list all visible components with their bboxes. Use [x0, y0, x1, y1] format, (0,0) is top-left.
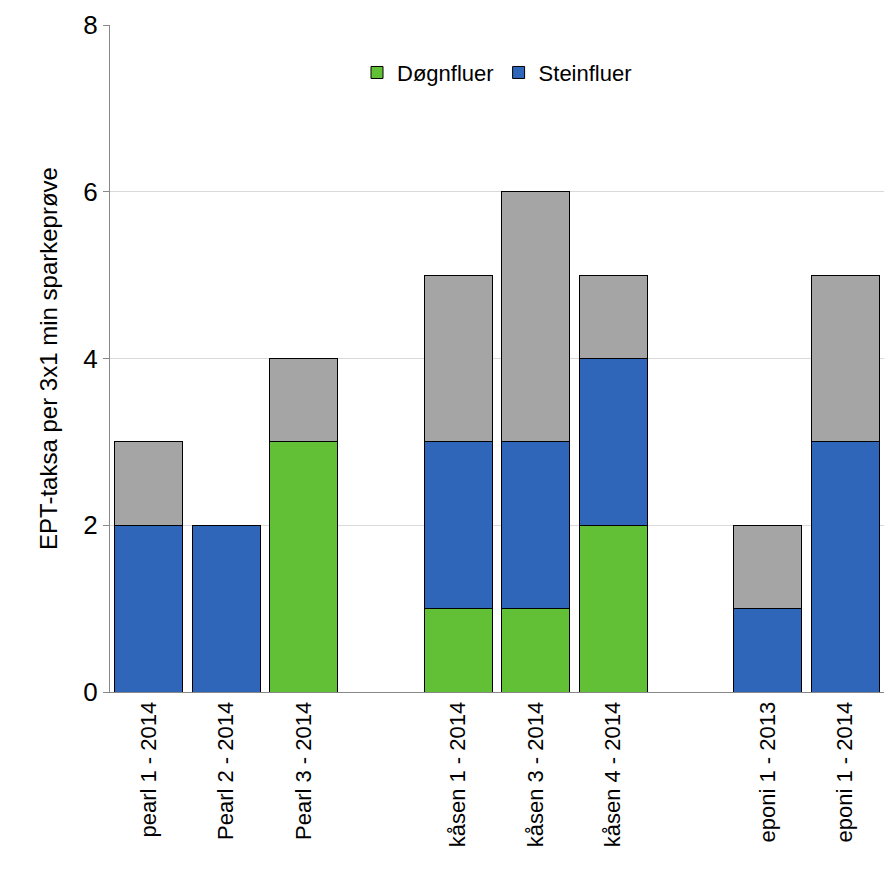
svg-text:pearl 1 - 2014: pearl 1 - 2014 — [136, 702, 161, 838]
svg-text:0: 0 — [83, 677, 97, 707]
svg-text:kåsen 1 - 2014: kåsen 1 - 2014 — [445, 702, 470, 848]
svg-text:Pearl 2 - 2014: Pearl 2 - 2014 — [213, 702, 238, 840]
svg-text:2: 2 — [83, 510, 97, 540]
svg-text:eponi 1 - 2014: eponi 1 - 2014 — [832, 702, 857, 843]
svg-text:Pearl 3 - 2014: Pearl 3 - 2014 — [291, 702, 316, 840]
svg-text:EPT-taksa per 3x1 min sparkepr: EPT-taksa per 3x1 min sparkeprøve — [35, 167, 62, 550]
svg-text:kåsen 3 - 2014: kåsen 3 - 2014 — [523, 702, 548, 848]
svg-text:Steinfluer: Steinfluer — [539, 61, 632, 86]
svg-text:eponi 1 - 2013: eponi 1 - 2013 — [755, 702, 780, 843]
svg-text:8: 8 — [83, 10, 97, 40]
svg-text:Døgnfluer: Døgnfluer — [397, 61, 494, 86]
svg-text:4: 4 — [83, 344, 97, 374]
svg-text:6: 6 — [83, 177, 97, 207]
svg-text:kåsen 4 - 2014: kåsen 4 - 2014 — [600, 702, 625, 848]
